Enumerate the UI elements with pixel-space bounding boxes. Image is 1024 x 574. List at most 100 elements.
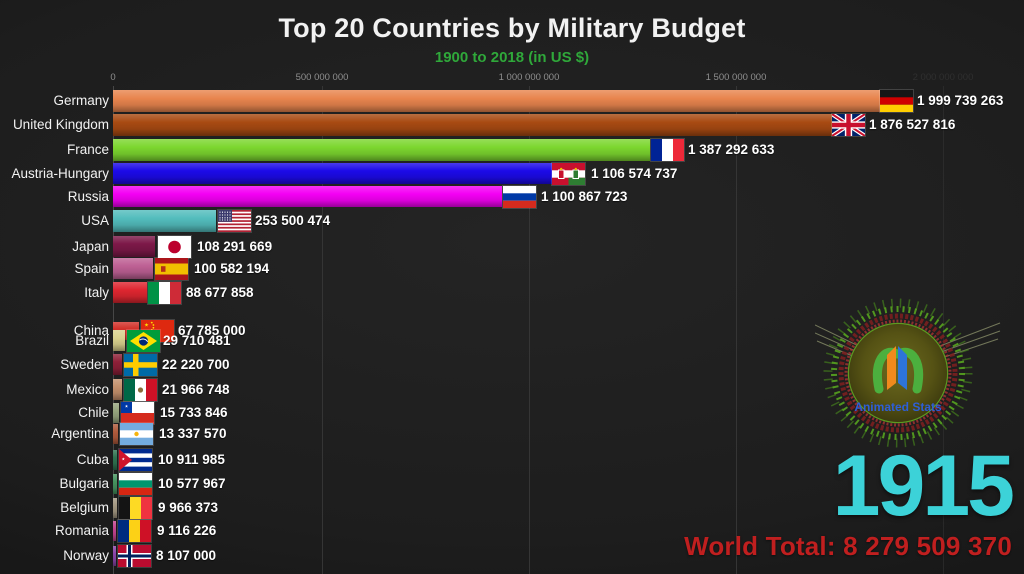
country-value: 29 710 481 bbox=[163, 333, 231, 348]
country-label: Japan bbox=[72, 239, 109, 254]
country-value: 88 677 858 bbox=[186, 285, 254, 300]
country-bar bbox=[113, 114, 839, 136]
country-label: France bbox=[66, 142, 109, 157]
country-row-es: Spain 100 582 194 bbox=[0, 258, 1024, 280]
country-value: 8 107 000 bbox=[156, 548, 217, 563]
flag-icon-de bbox=[880, 90, 913, 112]
country-label: Bulgaria bbox=[59, 476, 109, 491]
country-row-mx: Mexico 21 966 748 bbox=[0, 379, 1024, 401]
flag-icon-br bbox=[127, 330, 160, 352]
page-subtitle: 1900 to 2018 (in US $) bbox=[434, 49, 590, 66]
country-bar bbox=[113, 236, 155, 257]
country-bar bbox=[113, 210, 216, 232]
flag-icon-cl bbox=[121, 402, 154, 424]
country-label: Chile bbox=[78, 405, 109, 420]
country-bar bbox=[113, 258, 153, 279]
country-label: Cuba bbox=[76, 452, 109, 467]
flag-icon-ru bbox=[503, 186, 536, 208]
country-row-no: Norway 8 107 000 bbox=[0, 545, 1024, 567]
country-row-bg: Bulgaria 10 577 967 bbox=[0, 473, 1024, 495]
country-row-se: Sweden 22 220 700 bbox=[0, 354, 1024, 376]
country-label: Belgium bbox=[60, 500, 109, 515]
flag-icon-gb bbox=[830, 112, 867, 138]
country-row-athu: Austria-Hungary 1 106 574 737 bbox=[0, 163, 1024, 185]
page-title: Top 20 Countries by Military Budget bbox=[278, 13, 746, 43]
country-row-fr: France 1 387 292 633 bbox=[0, 139, 1024, 161]
country-row-gb: United Kingdom 1 876 527 816 bbox=[0, 112, 1024, 138]
country-row-br: Brazil 29 710 481 bbox=[0, 330, 1024, 352]
logo-m-mark bbox=[873, 346, 923, 394]
logo-text: Animated Stats bbox=[854, 400, 942, 414]
country-label: Sweden bbox=[60, 357, 109, 372]
country-row-it: Italy 88 677 858 bbox=[0, 282, 1024, 304]
country-bar bbox=[113, 282, 147, 303]
flag-icon-ar bbox=[120, 423, 153, 445]
x-axis-tick-label: 1 500 000 000 bbox=[705, 72, 767, 83]
country-bar bbox=[113, 163, 552, 184]
country-label: USA bbox=[81, 213, 109, 228]
country-bar bbox=[113, 403, 119, 423]
country-value: 15 733 846 bbox=[160, 405, 228, 420]
gridline bbox=[322, 86, 323, 574]
country-bar bbox=[113, 498, 117, 518]
country-bar bbox=[113, 474, 117, 494]
country-label: Mexico bbox=[66, 382, 109, 397]
flag-icon-mx bbox=[124, 379, 157, 401]
country-value: 100 582 194 bbox=[194, 261, 270, 276]
country-value: 1 100 867 723 bbox=[541, 189, 628, 204]
country-bar bbox=[113, 354, 122, 375]
country-label: Austria-Hungary bbox=[11, 166, 109, 181]
flag-icon-fr bbox=[651, 139, 684, 161]
country-bar bbox=[113, 90, 887, 112]
country-value: 67 785 000 bbox=[178, 323, 246, 338]
flag-icon-athu bbox=[552, 163, 585, 185]
country-label: Russia bbox=[67, 189, 109, 204]
country-row-de: Germany 1 999 739 263 bbox=[0, 90, 1024, 112]
country-label: Norway bbox=[63, 548, 109, 563]
country-row-ar: Argentina 13 337 570 bbox=[0, 423, 1024, 445]
country-value: 10 911 985 bbox=[158, 452, 225, 467]
flag-icon-cu bbox=[119, 449, 152, 471]
country-label: China bbox=[73, 323, 109, 338]
country-value: 13 337 570 bbox=[159, 426, 227, 441]
x-axis-tick-label: 2 000 000 000 bbox=[912, 72, 974, 83]
year-counter: 1915 bbox=[832, 438, 1015, 534]
country-value: 1 387 292 633 bbox=[688, 142, 775, 157]
country-label: Spain bbox=[74, 261, 109, 276]
logo-visualizer-rings bbox=[823, 298, 973, 448]
country-bar bbox=[113, 546, 116, 566]
flag-icon-it bbox=[148, 282, 181, 304]
country-row-us: USA 253 500 474 bbox=[0, 210, 1024, 232]
country-row-cl: Chile 15 733 846 bbox=[0, 402, 1024, 424]
x-axis-tick-label: 0 bbox=[110, 72, 116, 83]
country-value: 253 500 474 bbox=[255, 213, 331, 228]
country-bar bbox=[113, 521, 116, 541]
country-value: 10 577 967 bbox=[158, 476, 226, 491]
country-row-cu: Cuba 10 911 985 bbox=[0, 449, 1024, 471]
flag-icon-bg bbox=[119, 473, 152, 495]
country-bar bbox=[113, 424, 118, 444]
country-value: 1 876 527 816 bbox=[869, 117, 956, 132]
country-value: 1 999 739 263 bbox=[917, 93, 1004, 108]
country-bar bbox=[113, 186, 502, 207]
country-bar bbox=[113, 450, 117, 470]
country-row-ro: Romania 9 116 226 bbox=[0, 520, 1024, 542]
country-label: United Kingdom bbox=[12, 117, 109, 132]
x-axis-tick-label: 1 000 000 000 bbox=[498, 72, 560, 83]
flag-icon-no bbox=[118, 545, 151, 567]
world-total: World Total: 8 279 509 370 bbox=[684, 531, 1012, 561]
country-label: Germany bbox=[53, 93, 109, 108]
gridline bbox=[529, 86, 530, 574]
country-label: Italy bbox=[84, 285, 109, 300]
country-label: Argentina bbox=[51, 426, 109, 441]
flag-icon-se bbox=[124, 354, 157, 376]
gridline bbox=[943, 86, 944, 574]
flag-icon-us bbox=[218, 210, 251, 232]
country-row-jp: Japan 108 291 669 bbox=[0, 236, 1024, 258]
country-row-be: Belgium 9 966 373 bbox=[0, 497, 1024, 519]
gridline bbox=[736, 86, 737, 574]
country-value: 1 106 574 737 bbox=[591, 166, 678, 181]
x-axis-tick-label: 500 000 000 bbox=[295, 72, 349, 83]
country-label: Romania bbox=[54, 523, 109, 538]
country-bar bbox=[113, 139, 650, 161]
